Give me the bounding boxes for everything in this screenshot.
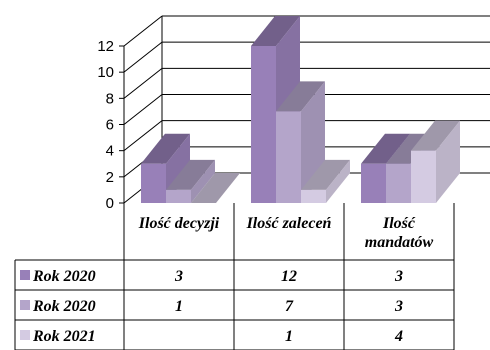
y-tick-label: 6 <box>106 117 114 134</box>
y-tick-label: 12 <box>97 38 114 55</box>
bar-front <box>301 190 326 203</box>
bar-front <box>276 111 301 203</box>
bar-front <box>141 164 166 203</box>
series-name: Rok 2020 <box>32 298 96 315</box>
bar <box>411 121 460 203</box>
gridline-slant <box>124 68 162 98</box>
category-label: mandatów <box>365 234 434 251</box>
legend-key <box>20 270 30 280</box>
category-label: Ilość decyzji <box>138 215 220 232</box>
bar-front <box>361 164 386 203</box>
bar-front <box>411 151 436 203</box>
y-tick-label: 4 <box>106 143 114 160</box>
y-axis: 0 2 4 6 8 10 12 <box>97 38 124 212</box>
bar-front <box>386 164 411 203</box>
data-label: 3 <box>394 268 403 285</box>
legend-key <box>20 330 30 340</box>
bar-front <box>251 46 276 203</box>
gridline-slant <box>124 42 162 72</box>
gridline-slant <box>124 16 162 46</box>
y-tick-label: 0 <box>106 195 114 212</box>
data-label: 4 <box>394 328 403 345</box>
data-label: 3 <box>394 298 403 315</box>
series-name: Rok 2021 <box>32 328 96 345</box>
y-tick-label: 10 <box>97 64 114 81</box>
data-table: Ilość decyzji Ilość zaleceń Ilość mandatów R… <box>15 203 454 350</box>
legend-key <box>20 300 30 310</box>
data-label: 7 <box>285 298 294 315</box>
y-tick-label: 8 <box>106 90 114 107</box>
data-label: 1 <box>285 328 293 345</box>
bar-front <box>166 190 191 203</box>
y-tick-label: 2 <box>106 169 114 186</box>
data-label: 12 <box>281 268 297 285</box>
data-label: 1 <box>175 298 183 315</box>
category-label: Ilość <box>382 215 416 232</box>
data-label: 3 <box>174 268 183 285</box>
series-name: Rok 2020 <box>32 268 96 285</box>
gridline-slant <box>124 95 162 125</box>
bars <box>141 16 460 203</box>
category-label: Ilość zaleceń <box>246 215 332 232</box>
